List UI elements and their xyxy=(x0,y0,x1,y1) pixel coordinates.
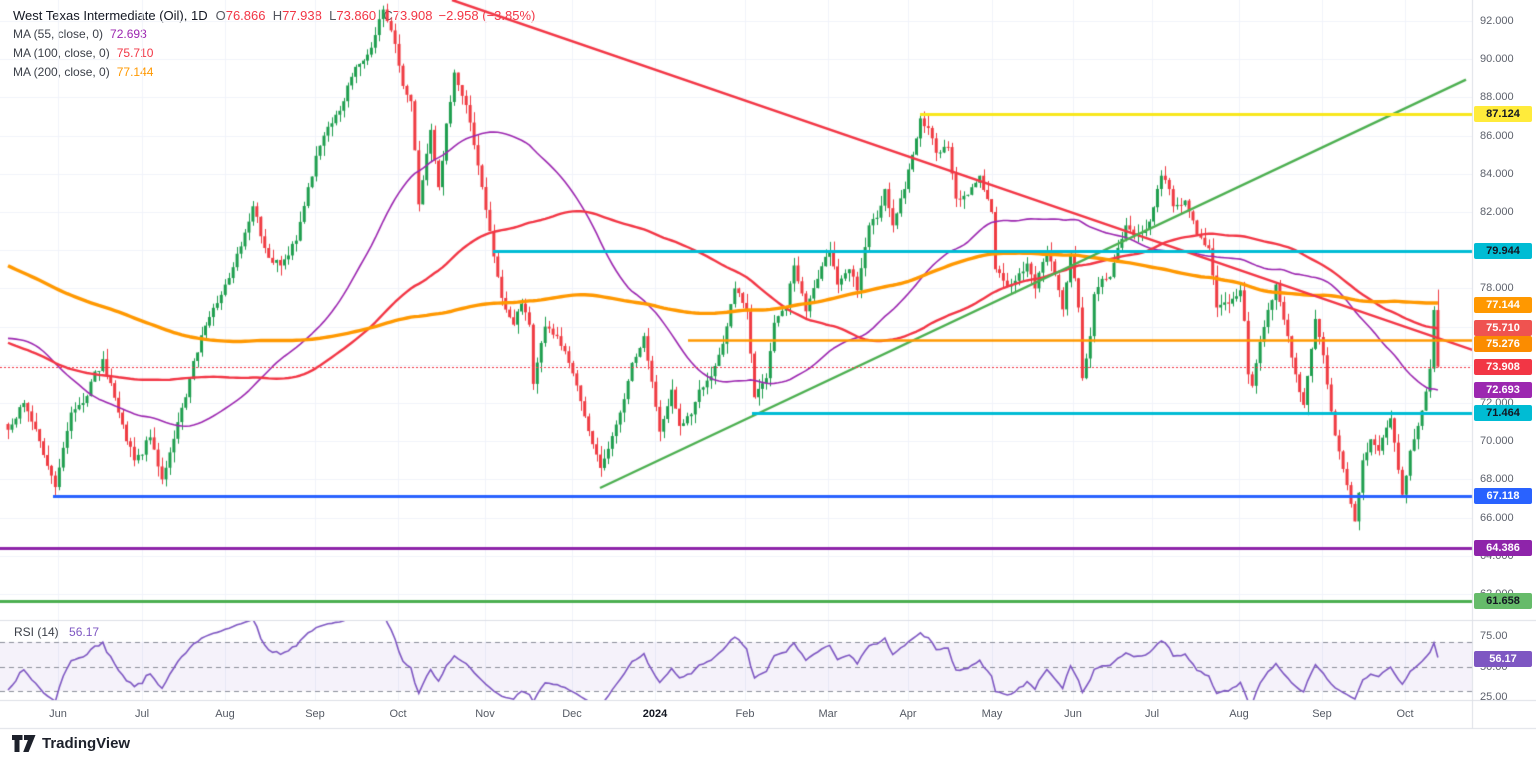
price-tick-label: 90.000 xyxy=(1480,53,1514,66)
time-axis-month-label: Nov xyxy=(475,708,495,720)
time-axis-month-label: Oct xyxy=(389,708,407,720)
price-tick-label: 86.000 xyxy=(1480,129,1514,142)
price-tick-label: 84.000 xyxy=(1480,167,1514,180)
price-tick-label: 68.000 xyxy=(1480,473,1514,486)
ma-value-badge: 75.710 xyxy=(1474,320,1532,337)
time-axis-month-label: Feb xyxy=(735,708,755,720)
ma-value-badge: 77.144 xyxy=(1474,296,1532,313)
tradingview-logo[interactable]: TradingView xyxy=(12,735,130,752)
last-price-badge: 73.908 xyxy=(1474,358,1532,375)
tradingview-logo-icon xyxy=(12,735,36,752)
time-axis-month-label: Oct xyxy=(1396,708,1414,720)
ma-value-badge: 72.693 xyxy=(1474,381,1532,398)
time-axis-year-label: 2024 xyxy=(642,708,668,720)
rsi-tick-label: 75.00 xyxy=(1480,630,1508,642)
level-price-badge: 64.386 xyxy=(1474,540,1532,557)
time-axis-month-label: Sep xyxy=(305,708,325,720)
price-tick-label: 88.000 xyxy=(1480,91,1514,104)
level-price-badge: 75.276 xyxy=(1474,336,1532,353)
time-axis-month-label: Jul xyxy=(134,708,150,720)
tradingview-logo-text: TradingView xyxy=(42,735,131,752)
time-axis-month-label: Jun xyxy=(1064,708,1082,720)
time-axis-month-label: Sep xyxy=(1312,708,1332,720)
price-tick-label: 82.000 xyxy=(1480,206,1514,218)
level-price-badge: 61.658 xyxy=(1474,592,1532,609)
level-price-badge: 67.118 xyxy=(1474,488,1532,505)
price-tick-label: 92.000 xyxy=(1480,15,1514,27)
time-axis-month-label: Aug xyxy=(215,708,235,720)
time-axis-month-label: Aug xyxy=(1229,708,1249,720)
price-tick-label: 78.000 xyxy=(1480,282,1514,295)
time-axis-month-label: Jun xyxy=(49,708,67,720)
time-axis-month-label: Mar xyxy=(818,708,838,720)
price-tick-label: 66.000 xyxy=(1480,511,1514,524)
time-axis-month-label: Apr xyxy=(899,708,917,720)
level-price-badge: 79.944 xyxy=(1474,243,1532,260)
price-tick-label: 70.000 xyxy=(1480,435,1514,448)
level-price-badge: 71.464 xyxy=(1474,405,1532,422)
rsi-tick-label: 25.00 xyxy=(1480,691,1508,703)
level-price-badge: 87.124 xyxy=(1474,106,1532,123)
time-axis-month-label: May xyxy=(981,708,1003,720)
rsi-value-badge: 56.17 xyxy=(1474,650,1532,667)
time-axis-month-label: Dec xyxy=(562,708,582,720)
time-axis-month-label: Jul xyxy=(1144,708,1160,720)
